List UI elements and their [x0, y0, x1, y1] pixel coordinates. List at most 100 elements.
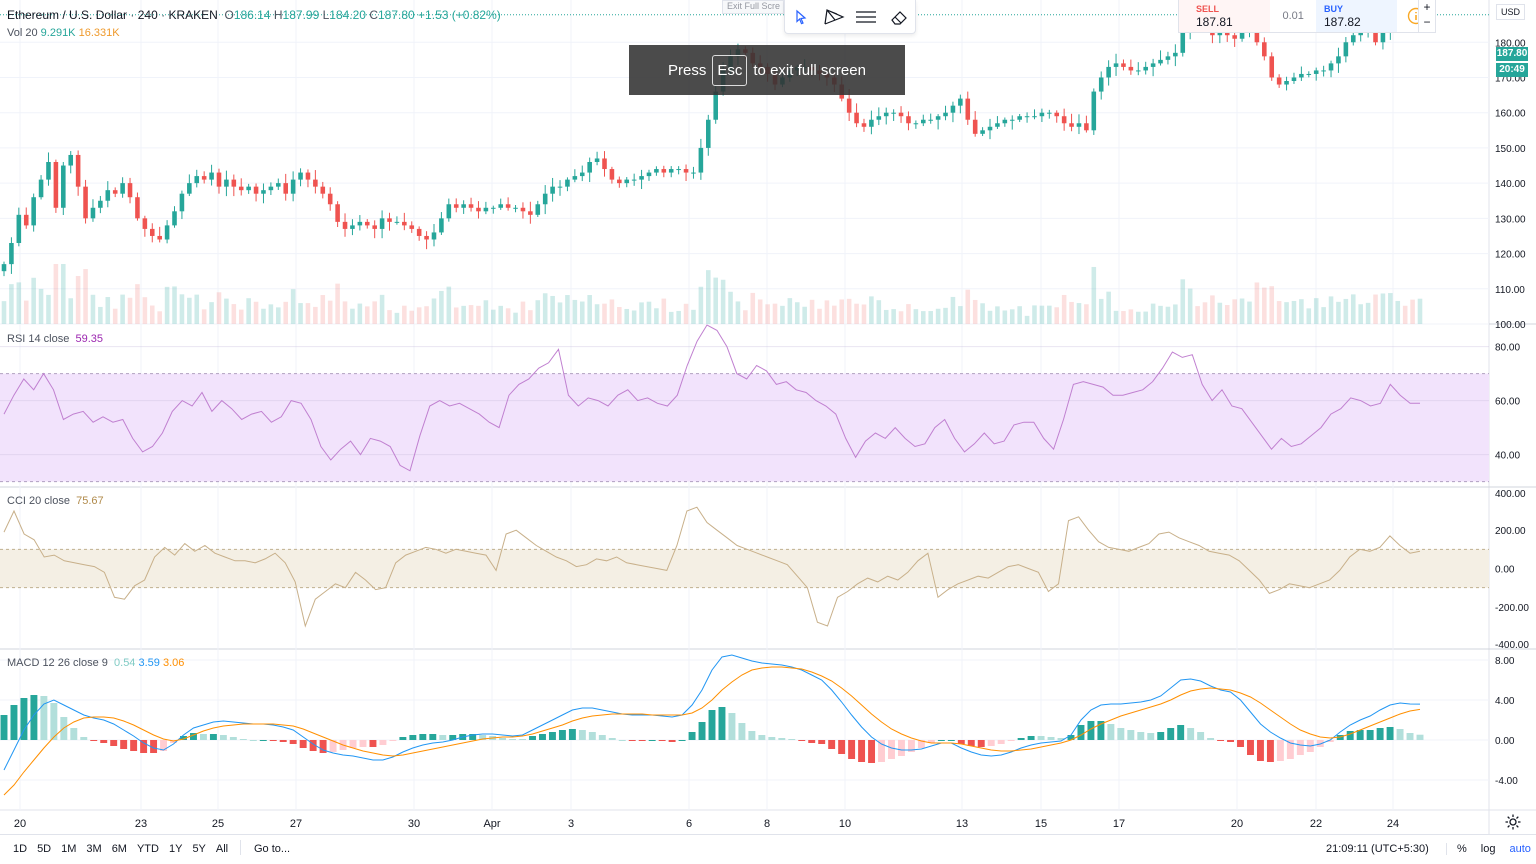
volume-bar [16, 282, 22, 324]
percent-toggle[interactable]: % [1457, 843, 1467, 855]
exit-full-screen-button[interactable]: Exit Full Scre [722, 0, 784, 14]
macd-legend: MACD 12 26 close 9 0.54 3.59 3.06 [7, 657, 184, 669]
volume-bar [987, 310, 993, 324]
range-all[interactable]: All [215, 843, 229, 855]
goto-button[interactable]: Go to... [240, 840, 290, 855]
volume-bar [1076, 303, 1082, 324]
range-6m[interactable]: 6M [111, 843, 127, 855]
range-5y[interactable]: 5Y [192, 843, 206, 855]
range-3m[interactable]: 3M [86, 843, 102, 855]
candle-body [342, 221, 348, 229]
volume-bar [164, 286, 170, 324]
price-axis-label: 170.00 [1495, 73, 1526, 84]
range-1m[interactable]: 1M [61, 843, 77, 855]
range-1y[interactable]: 1Y [168, 843, 183, 855]
volume-bar [201, 309, 207, 324]
volume-bar [921, 311, 926, 324]
fullscreen-notice: Press Esc to exit full screen [629, 45, 905, 95]
volume-bar [676, 310, 681, 324]
candle-body [483, 207, 489, 212]
log-toggle[interactable]: log [1480, 843, 1496, 855]
volume-bar [1321, 307, 1326, 324]
volume-bar [1284, 302, 1289, 324]
candle-body [1299, 73, 1304, 78]
close-value: 187.80 [378, 8, 415, 22]
scale-options: % log auto [1446, 843, 1531, 855]
cci-line [3, 506, 1421, 628]
volume-bar [550, 295, 555, 324]
candle-body [313, 179, 318, 187]
volume-bar [246, 298, 251, 324]
interval-label[interactable]: 240 [137, 8, 158, 22]
candle-body [98, 200, 103, 208]
volume-bar [1150, 303, 1156, 324]
candle-body [972, 119, 978, 134]
macd-histogram-bar [1376, 728, 1384, 740]
candle-body [1091, 91, 1097, 131]
candle-body [935, 116, 941, 120]
volume-bar [1195, 306, 1200, 324]
macd-histogram-bar [1087, 721, 1095, 740]
volume-bar [468, 305, 474, 324]
candle-body [609, 169, 615, 180]
macd-histogram-bar [269, 740, 277, 741]
drawing-tool-icon[interactable] [821, 4, 847, 30]
macd-histogram-bar [728, 713, 736, 740]
macd-label[interactable]: MACD 12 26 close 9 [7, 657, 108, 669]
volume-bar [372, 301, 377, 324]
buy-button[interactable]: BUY 187.82 [1315, 0, 1398, 32]
candle-body [335, 204, 340, 222]
cci-label[interactable]: CCI 20 close [7, 495, 70, 507]
auto-toggle[interactable]: auto [1509, 843, 1531, 855]
symbol-title[interactable]: Ethereum / U.S. Dollar [7, 8, 128, 22]
candle-body [135, 197, 140, 219]
volume-bar [476, 305, 481, 324]
candle-body [624, 179, 630, 184]
candle-body [987, 126, 993, 131]
macd-histogram-bar [858, 740, 866, 762]
volume-bar [1128, 309, 1134, 324]
volume-bar [431, 298, 437, 324]
close-label: C [369, 8, 378, 22]
candle-body [23, 214, 29, 226]
volume-bar [683, 303, 689, 324]
volume-bar [802, 306, 807, 324]
price-axis-label: 150.00 [1495, 144, 1526, 155]
volume-bar [68, 298, 74, 324]
volume-bar [179, 294, 185, 324]
volume-bar [1158, 305, 1163, 324]
candle-body [565, 179, 570, 187]
range-ytd[interactable]: YTD [136, 843, 159, 855]
cursor-icon[interactable] [788, 4, 814, 30]
open-label: O [224, 8, 234, 22]
macd-histogram-bar [229, 737, 237, 740]
volume-bar [958, 306, 963, 324]
eraser-icon[interactable] [886, 4, 912, 30]
time-axis-label: 20 [14, 818, 26, 830]
volume-bar [1165, 306, 1171, 324]
volume-bar [906, 304, 911, 324]
sell-button[interactable]: SELL 187.81 [1179, 0, 1271, 32]
lines-icon[interactable] [853, 4, 879, 30]
zoom-out-button[interactable]: − [1423, 15, 1431, 29]
volume-bar [1217, 302, 1223, 324]
macd-histogram-bar [628, 740, 636, 741]
range-5d[interactable]: 5D [37, 843, 52, 855]
notice-rest: to exit full screen [753, 61, 866, 79]
gear-icon[interactable] [1504, 813, 1522, 831]
volume-bar [1135, 311, 1141, 324]
clock[interactable]: 21:09:11 (UTC+5:30) [1326, 843, 1429, 855]
volume-label[interactable]: Vol 20 [7, 27, 38, 39]
volume-bar [787, 298, 793, 324]
volume-bar [1276, 301, 1282, 324]
candle-body [869, 119, 874, 127]
zoom-in-button[interactable]: + [1423, 0, 1431, 14]
currency-label[interactable]: USD [1496, 4, 1526, 20]
volume-bar [1106, 291, 1111, 324]
rsi-label[interactable]: RSI 14 close [7, 333, 70, 345]
candle-body [439, 218, 444, 233]
range-1d[interactable]: 1D [13, 843, 28, 855]
chart-canvas[interactable]: 20 23 25 27 30 Apr 3 6 8 10 13 15 17 20 22 24 180.00 170.… [0, 0, 1536, 834]
volume-bar [654, 308, 659, 324]
candle-body [416, 228, 422, 236]
